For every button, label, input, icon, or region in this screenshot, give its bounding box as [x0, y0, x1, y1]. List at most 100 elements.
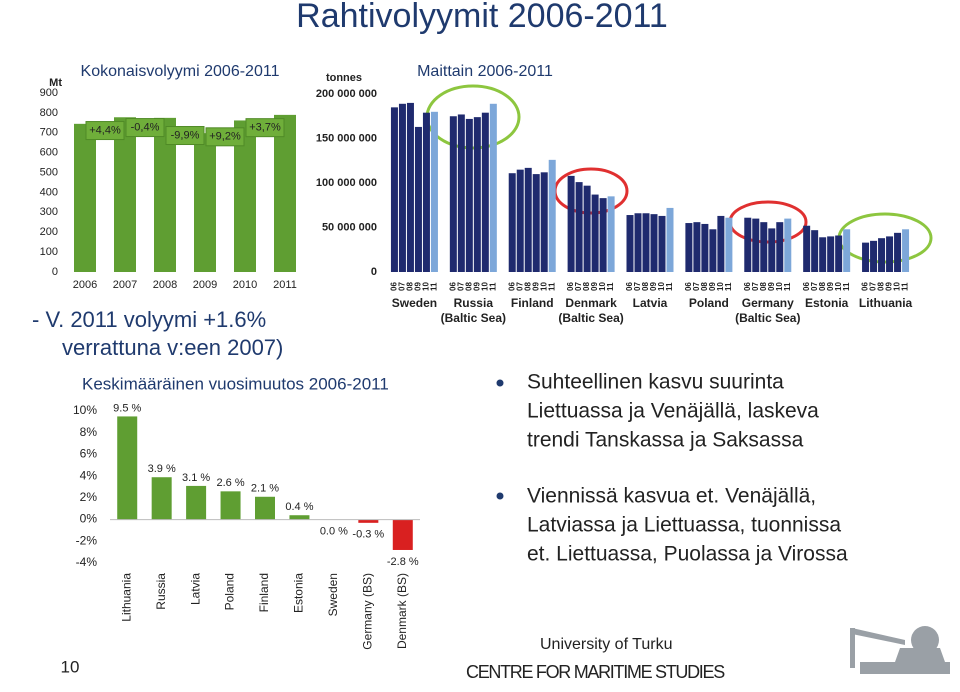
y-tick-label: 0%: [80, 512, 98, 526]
x-tick-label: Germany: [742, 296, 794, 310]
y-tick-label: 100 000 000: [316, 177, 377, 189]
data-label: 2.6 %: [216, 477, 244, 489]
series-label: 06: [684, 282, 693, 291]
bar: [768, 228, 776, 272]
bar: [902, 229, 910, 272]
x-tick-label: 2010: [233, 279, 257, 291]
y-tick-label: 4%: [80, 468, 98, 482]
bar: [658, 215, 666, 272]
series-label: 07: [751, 282, 760, 291]
annotation-box: [165, 126, 205, 146]
x-tick-label: 2007: [113, 279, 137, 291]
bullet-line: et. Liettuassa, Puolassa ja Virossa: [527, 543, 848, 566]
bar: [154, 117, 176, 272]
y-tick-label: -4%: [76, 555, 98, 569]
series-label: 11: [783, 282, 792, 291]
series-label: 10: [657, 282, 666, 291]
bar: [151, 477, 172, 520]
x-tick-label: Poland: [223, 573, 237, 610]
x-tick-label: Russia: [154, 573, 168, 610]
bar: [422, 112, 430, 272]
bullet-line: Liettuassa ja Venäjällä, laskeva: [527, 400, 819, 423]
logo: [850, 626, 950, 674]
bar: [835, 235, 843, 272]
series-label: 10: [422, 282, 431, 291]
bar: [74, 123, 96, 272]
series-label: 08: [877, 282, 886, 291]
highlight-oval: [425, 84, 521, 150]
x-tick-label: Estonia: [805, 296, 849, 310]
series-label: 08: [641, 282, 650, 291]
bar: [186, 485, 207, 520]
note-line: - V. 2011 volyymi +1.6%: [32, 307, 266, 332]
data-label: 3.1 %: [182, 472, 210, 484]
bar: [811, 230, 819, 272]
series-label: 08: [406, 282, 415, 291]
annotation: +9,2%: [209, 131, 241, 143]
series-label: 09: [708, 282, 717, 291]
x-tick-label: Finland: [257, 573, 271, 612]
slide-title: Rahtivolyymit 2006-2011: [296, 0, 668, 35]
series-label: 06: [861, 282, 870, 291]
series-label: 06: [625, 282, 634, 291]
bar: [567, 175, 575, 272]
y-tick-label: 800: [40, 107, 58, 119]
bar: [430, 111, 438, 272]
bar: [752, 218, 760, 272]
series-label: 10: [539, 282, 548, 291]
y-tick-label: 200: [40, 226, 58, 238]
series-label: 06: [390, 282, 399, 291]
page-number: 10: [61, 657, 80, 676]
bar: [289, 515, 310, 520]
y-tick-label: 2%: [80, 490, 98, 504]
bar: [457, 114, 465, 272]
series-label: 10: [598, 282, 607, 291]
x-tick-label: Germany (BS): [361, 573, 375, 650]
series-label: 08: [700, 282, 709, 291]
y-tick-label: 500: [40, 166, 58, 178]
highlight-oval: [553, 167, 629, 215]
series-label: 07: [633, 282, 642, 291]
bar: [843, 229, 851, 272]
series-label: 07: [515, 282, 524, 291]
annotation-box: [205, 127, 245, 147]
bar: [540, 172, 548, 272]
series-label: 06: [743, 282, 752, 291]
x-tick-label: Sweden: [392, 296, 437, 310]
series-label: 10: [893, 282, 902, 291]
bar: [234, 120, 256, 273]
x-tick-label: (Baltic Sea): [558, 311, 623, 325]
data-label: 9.5 %: [113, 402, 141, 414]
chart-title: Keskimääräinen vuosimuutos 2006-2011: [82, 374, 389, 393]
annotation: +3,7%: [249, 122, 281, 134]
bar: [776, 222, 784, 272]
series-label: 09: [472, 282, 481, 291]
bar: [516, 169, 524, 272]
highlight-oval: [728, 200, 808, 244]
y-tick-label: -2%: [76, 533, 98, 547]
annotation-box: [85, 121, 125, 141]
series-label: 10: [480, 282, 489, 291]
y-tick-label: 8%: [80, 425, 98, 439]
series-label: 07: [456, 282, 465, 291]
bullet-line: Latviassa ja Liettuassa, tuonnissa: [527, 514, 841, 537]
bar: [693, 222, 701, 272]
x-tick-label: (Baltic Sea): [441, 311, 506, 325]
bar: [465, 118, 473, 272]
series-label: 09: [826, 282, 835, 291]
series-label: 11: [724, 282, 733, 291]
bullet-line: Suhteellinen kasvu suurinta: [527, 371, 784, 394]
bar: [894, 232, 902, 272]
bar: [701, 223, 709, 272]
series-label: 11: [488, 282, 497, 291]
bar: [650, 214, 658, 272]
y-tick-label: 700: [40, 127, 58, 139]
series-label: 11: [547, 282, 556, 291]
series-label: 11: [665, 282, 674, 291]
bar: [194, 133, 216, 272]
series-label: 11: [901, 282, 910, 291]
x-tick-label: (Baltic Sea): [735, 311, 800, 325]
footer-centre: CENTRE FOR MARITIME STUDIES: [466, 662, 725, 682]
series-label: 08: [759, 282, 768, 291]
y-tick-label: 600: [40, 147, 58, 159]
